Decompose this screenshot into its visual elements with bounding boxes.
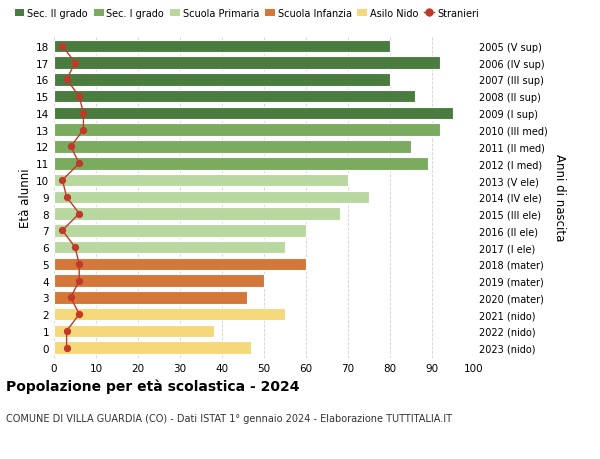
Bar xyxy=(54,191,369,204)
Point xyxy=(62,77,71,84)
Legend: Sec. II grado, Sec. I grado, Scuola Primaria, Scuola Infanzia, Asilo Nido, Stran: Sec. II grado, Sec. I grado, Scuola Prim… xyxy=(11,5,482,22)
Bar xyxy=(54,341,251,354)
Point xyxy=(70,244,80,251)
Point xyxy=(58,177,67,185)
Bar xyxy=(54,40,390,53)
Point xyxy=(62,194,71,201)
Bar xyxy=(54,141,411,153)
Point xyxy=(74,261,84,268)
Point xyxy=(66,144,76,151)
Point xyxy=(62,344,71,352)
Bar xyxy=(54,157,428,170)
Point xyxy=(74,311,84,318)
Bar xyxy=(54,57,440,70)
Bar xyxy=(54,124,440,137)
Point xyxy=(79,127,88,134)
Point xyxy=(79,110,88,118)
Bar xyxy=(54,275,264,287)
Point xyxy=(66,294,76,302)
Bar xyxy=(54,208,340,220)
Bar xyxy=(54,107,453,120)
Bar xyxy=(54,291,247,304)
Bar xyxy=(54,241,285,254)
Text: COMUNE DI VILLA GUARDIA (CO) - Dati ISTAT 1° gennaio 2024 - Elaborazione TUTTITA: COMUNE DI VILLA GUARDIA (CO) - Dati ISTA… xyxy=(6,413,452,423)
Point xyxy=(74,277,84,285)
Bar xyxy=(54,308,285,321)
Point xyxy=(62,328,71,335)
Point xyxy=(74,93,84,101)
Bar xyxy=(54,325,214,337)
Text: Popolazione per età scolastica - 2024: Popolazione per età scolastica - 2024 xyxy=(6,379,299,393)
Point xyxy=(58,227,67,235)
Y-axis label: Età alunni: Età alunni xyxy=(19,168,32,227)
Point xyxy=(74,210,84,218)
Bar xyxy=(54,74,390,86)
Point xyxy=(58,43,67,50)
Bar xyxy=(54,224,306,237)
Y-axis label: Anni di nascita: Anni di nascita xyxy=(553,154,566,241)
Bar xyxy=(54,91,415,103)
Bar xyxy=(54,174,348,187)
Point xyxy=(70,60,80,67)
Bar xyxy=(54,258,306,271)
Point xyxy=(74,160,84,168)
